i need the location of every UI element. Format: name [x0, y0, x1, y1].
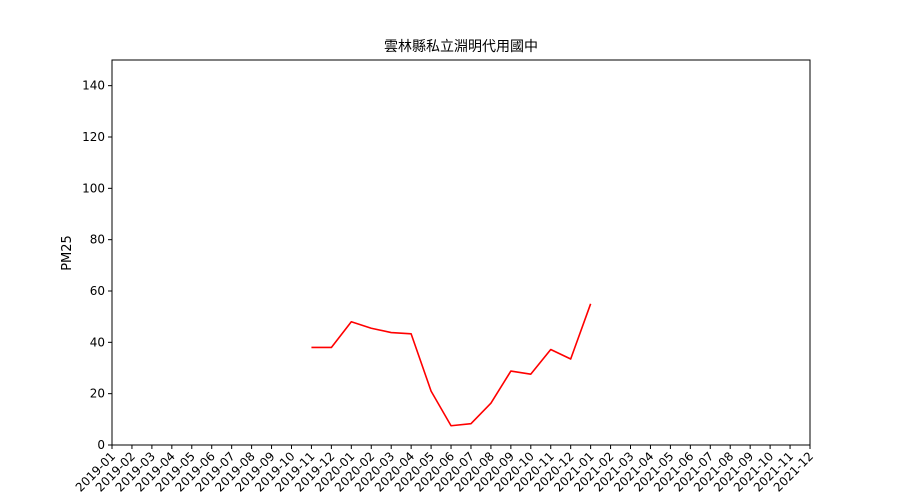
y-tick-label: 20: [90, 387, 105, 401]
plot-area: 0204060801001201402019-012019-022019-032…: [73, 59, 816, 495]
y-tick-label: 40: [90, 335, 105, 349]
y-tick-label: 100: [82, 181, 105, 195]
chart-title: 雲林縣私立淵明代用國中: [384, 39, 538, 55]
plot-frame: [111, 59, 811, 446]
y-tick-label: 60: [90, 284, 105, 298]
y-tick-label: 140: [82, 79, 105, 93]
y-tick-label: 80: [90, 233, 105, 247]
series-line: [311, 303, 592, 427]
y-axis-label: PM25: [60, 235, 75, 271]
y-tick-label: 0: [97, 438, 105, 452]
y-tick-label: 120: [82, 130, 105, 144]
